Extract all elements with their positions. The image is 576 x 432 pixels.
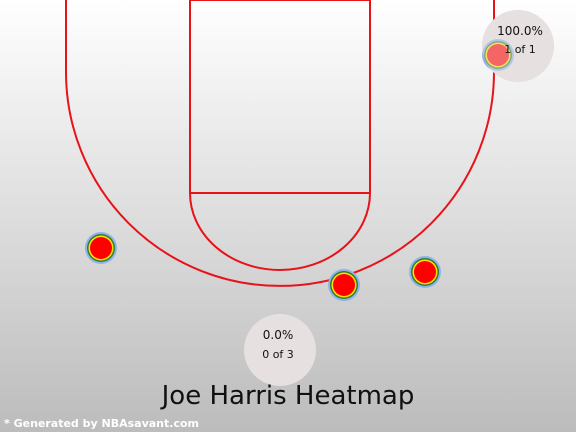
zone-count: 0 of 3 (262, 348, 294, 361)
zone-percentage: 0.0% (262, 328, 294, 342)
zone-overlay (482, 10, 554, 82)
shot-marker (328, 269, 360, 301)
zone-count: 1 of 1 (504, 43, 536, 56)
shot-marker (482, 39, 514, 71)
chart-title: Joe Harris Heatmap (161, 381, 415, 411)
paint-lane (189, 0, 371, 194)
three-point-line (65, 0, 495, 287)
shot-marker (409, 256, 441, 288)
shot-marker (85, 232, 117, 264)
court-lines (65, 0, 495, 287)
free-throw-arc (189, 192, 371, 271)
zone-percentage: 100.0% (497, 24, 543, 38)
zone-bubble-1 (244, 314, 316, 386)
generated-by-footer: * Generated by NBAsavant.com (4, 417, 199, 430)
zone-label-top-right: 100.0% 1 of 1 (460, 24, 576, 56)
zone-label-bottom: 0.0% 0 of 3 (218, 328, 338, 361)
